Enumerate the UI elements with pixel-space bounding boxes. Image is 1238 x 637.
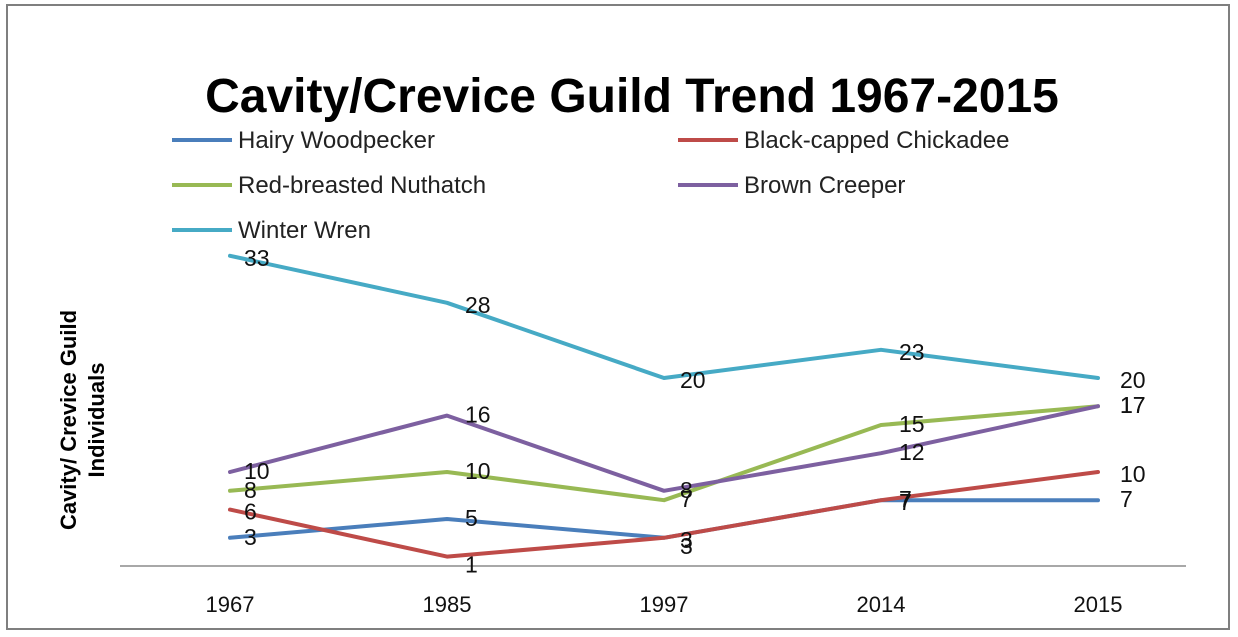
legend-item-red-breasted-nuthatch: Red-breasted Nuthatch [172, 172, 486, 199]
data-label-brown-creeper-2015: 17 [1120, 392, 1146, 418]
data-label-hairy-woodpecker-1967: 3 [244, 524, 257, 550]
series-line-brown-creeper [228, 404, 1100, 493]
series-line-winter-wren [228, 253, 1100, 380]
series-lines [228, 253, 1100, 559]
data-label-winter-wren-2014: 23 [899, 339, 925, 365]
data-label-brown-creeper-2014: 12 [899, 439, 925, 465]
x-tick-1985: 1985 [423, 592, 472, 617]
legend-item-brown-creeper: Brown Creeper [678, 172, 905, 199]
data-label-brown-creeper-1985: 16 [465, 402, 491, 428]
data-label-red-breasted-nuthatch-1985: 10 [465, 458, 491, 484]
legend-label-hairy-woodpecker: Hairy Woodpecker [238, 127, 435, 154]
series-line-black-capped-chickadee [228, 470, 1100, 559]
data-label-black-capped-chickadee-1985: 1 [465, 552, 478, 578]
data-label-black-capped-chickadee-1967: 6 [244, 499, 257, 525]
chart-frame [6, 4, 1230, 630]
x-tick-1967: 1967 [206, 592, 255, 617]
legend-label-winter-wren: Winter Wren [238, 217, 371, 244]
legend-label-brown-creeper: Brown Creeper [744, 172, 905, 199]
data-label-black-capped-chickadee-2015: 10 [1120, 461, 1146, 487]
data-label-black-capped-chickadee-1997: 3 [680, 527, 693, 553]
data-label-winter-wren-1997: 20 [680, 367, 706, 393]
x-tick-2014: 2014 [857, 592, 906, 617]
series-line-hairy-woodpecker [228, 498, 1100, 540]
legend-item-winter-wren: Winter Wren [172, 217, 371, 244]
data-label-red-breasted-nuthatch-2015: 17 [1120, 392, 1146, 418]
series-line-red-breasted-nuthatch [228, 404, 1100, 503]
data-label-winter-wren-2015: 20 [1120, 367, 1146, 393]
data-label-red-breasted-nuthatch-1997: 7 [680, 486, 693, 512]
y-axis-label-line-2: Individuals [84, 363, 109, 478]
data-label-hairy-woodpecker-2015: 7 [1120, 486, 1133, 512]
legend-item-hairy-woodpecker: Hairy Woodpecker [172, 127, 435, 154]
data-label-red-breasted-nuthatch-1967: 8 [244, 477, 257, 503]
x-tick-2015: 2015 [1074, 592, 1123, 617]
x-axis-ticks: 1967 1985 1997 2014 2015 [206, 592, 1123, 617]
data-label-brown-creeper-1967: 10 [244, 458, 270, 484]
data-label-hairy-woodpecker-2014: 7 [899, 486, 912, 512]
data-label-hairy-woodpecker-1985: 5 [465, 505, 478, 531]
legend-item-black-capped-chickadee: Black-capped Chickadee [678, 127, 1010, 154]
y-axis-label-line-1: Cavity/ Crevice Guild [56, 310, 81, 530]
x-tick-1997: 1997 [640, 592, 689, 617]
legend-label-red-breasted-nuthatch: Red-breasted Nuthatch [238, 172, 486, 199]
data-label-hairy-woodpecker-1997: 3 [680, 533, 693, 559]
legend: Hairy Woodpecker Black-capped Chickadee Re… [172, 127, 1010, 244]
data-label-black-capped-chickadee-2014: 7 [899, 489, 912, 515]
data-label-brown-creeper-1997: 8 [680, 477, 693, 503]
legend-label-black-capped-chickadee: Black-capped Chickadee [744, 127, 1010, 154]
data-label-red-breasted-nuthatch-2014: 15 [899, 411, 925, 437]
data-label-winter-wren-1985: 28 [465, 292, 491, 318]
y-axis-label: Cavity/ Crevice Guild Individuals [56, 310, 109, 530]
data-label-winter-wren-1967: 33 [244, 245, 270, 271]
chart-title: Cavity/Crevice Guild Trend 1967-2015 [205, 70, 1059, 123]
